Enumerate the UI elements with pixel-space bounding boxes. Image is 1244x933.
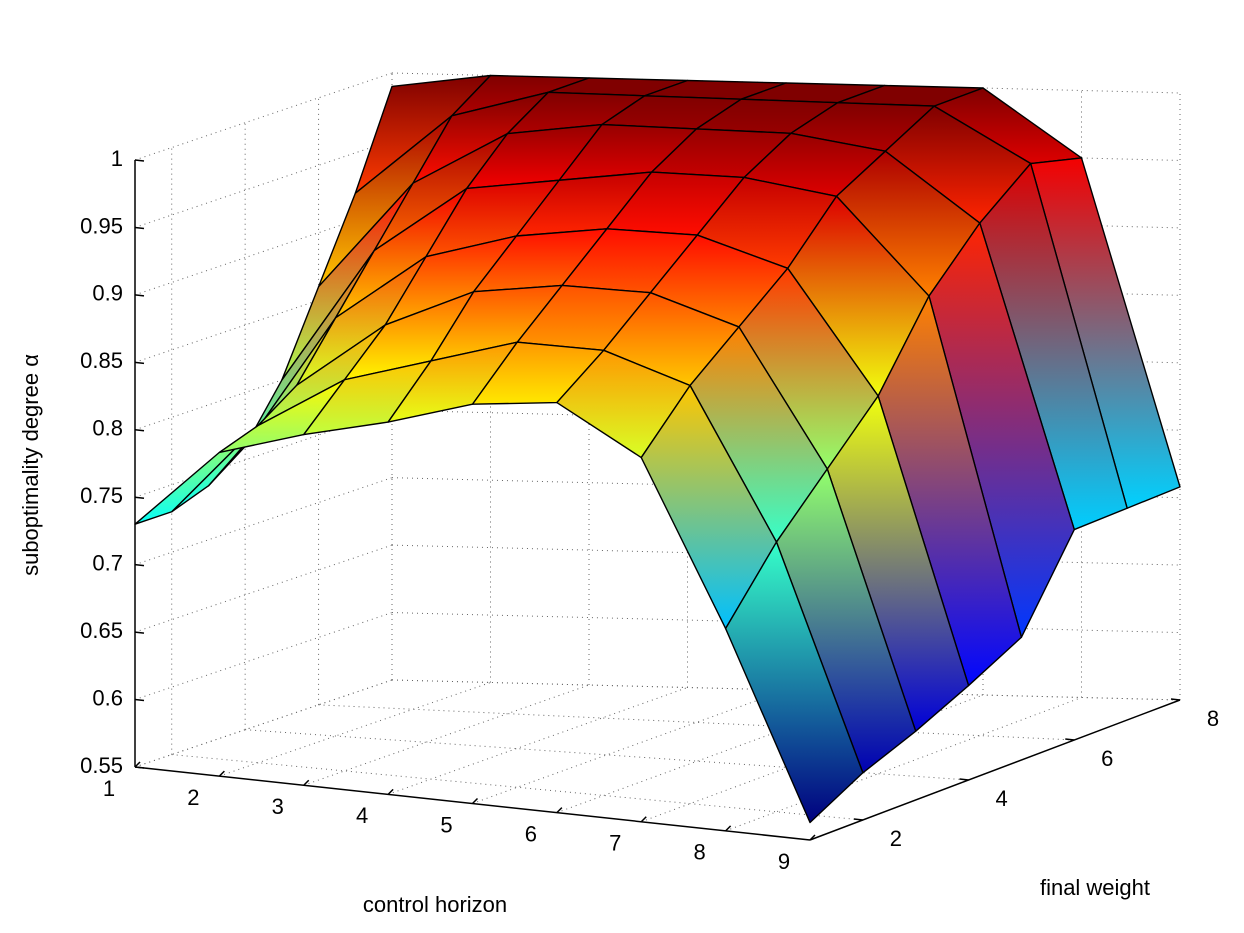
grid-line [725, 697, 1082, 832]
y-tick [1170, 698, 1181, 701]
z-tick-label: 0.8 [92, 416, 123, 441]
grid-line [134, 72, 393, 161]
y-tick-label: 6 [1101, 746, 1113, 771]
x-tick [725, 825, 732, 832]
grid-line [134, 207, 393, 296]
z-tick [134, 631, 145, 634]
x-tick-label: 5 [440, 812, 452, 837]
x-tick [218, 770, 225, 777]
z-tick-label: 0.7 [92, 550, 123, 575]
x-tick [387, 788, 394, 795]
y-tick-label: 8 [1207, 706, 1219, 731]
z-tick-label: 0.55 [80, 753, 123, 778]
x-tick-label: 9 [778, 849, 790, 874]
y-tick [1065, 738, 1075, 741]
z-tick [134, 294, 145, 297]
y-tick-label: 4 [995, 786, 1007, 811]
grid-line [134, 274, 393, 363]
z-tick [134, 698, 145, 702]
x-tick [640, 816, 647, 823]
x-tick-label: 2 [187, 785, 199, 810]
z-tick-label: 1 [111, 146, 123, 171]
x-tick-label: 4 [356, 803, 368, 828]
grid-line [472, 689, 787, 804]
z-tick [134, 429, 145, 432]
z-tick-label: 0.6 [92, 685, 123, 710]
grid-line [641, 694, 984, 823]
grid-line [134, 679, 393, 768]
grid-line [171, 754, 863, 821]
z-axis-label: suboptimality degree α [18, 354, 43, 576]
grid-line [134, 612, 393, 701]
grid-line [134, 409, 393, 498]
y-tick-label: 2 [890, 826, 902, 851]
x-tick-label: 6 [525, 821, 537, 846]
grid-line [134, 139, 393, 228]
grid-line [134, 342, 393, 431]
grid-line [134, 544, 393, 633]
surface-patch [724, 541, 864, 824]
grid-line [387, 687, 688, 795]
grid-line [318, 704, 1075, 741]
x-tick [556, 807, 563, 814]
x-tick-label: 7 [609, 831, 621, 856]
z-tick-label: 0.65 [80, 618, 123, 643]
x-tick-label: 1 [103, 776, 115, 801]
x-tick [809, 834, 816, 841]
z-tick [134, 226, 145, 230]
grid-line [303, 684, 590, 786]
z-tick-label: 0.75 [80, 483, 123, 508]
z-tick-label: 0.85 [80, 348, 123, 373]
x-axis-label: control horizon [363, 892, 507, 917]
grid-line [134, 477, 393, 566]
grid-line [245, 729, 969, 781]
z-tick [134, 766, 145, 769]
y-tick [959, 778, 969, 781]
x-tick [303, 779, 310, 786]
z-tick [134, 563, 145, 567]
y-axis-label: final weight [1040, 875, 1150, 900]
x-tick-label: 3 [272, 794, 284, 819]
z-tick [134, 361, 145, 365]
z-tick-label: 0.95 [80, 213, 123, 238]
x-tick [134, 761, 141, 768]
z-tick [134, 496, 145, 499]
x-tick [471, 797, 479, 805]
z-tick-label: 0.9 [92, 281, 123, 306]
z-tick [134, 159, 145, 162]
y-tick [853, 818, 863, 821]
grid-line [219, 682, 491, 777]
x-tick-label: 8 [694, 840, 706, 865]
y-axis [809, 699, 1181, 841]
